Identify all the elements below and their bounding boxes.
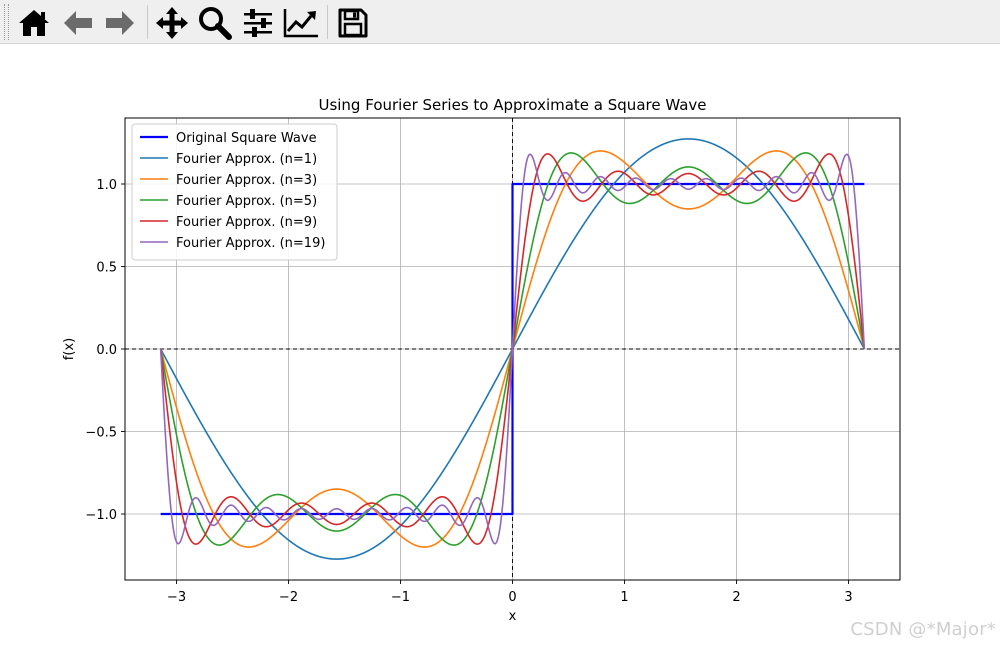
forward-icon [106,11,134,35]
pan-button[interactable] [153,4,191,42]
series-line-5 [159,153,866,545]
save-icon [338,8,368,38]
save-button[interactable] [334,4,372,42]
legend-label-3: Fourier Approx. (n=5) [176,194,317,209]
x-tick-label: −2 [279,590,298,605]
zoom-button[interactable] [196,4,234,42]
x-tick-label: −3 [167,590,186,605]
zoom-icon [199,7,232,40]
toolbar-separator [147,5,148,39]
pan-icon [156,7,188,39]
edit-axis-button[interactable] [282,4,320,42]
home-button[interactable] [15,4,53,42]
y-tick-label: 0.0 [96,343,117,358]
legend-label-0: Original Square Wave [176,131,317,146]
subplots-icon [244,9,272,37]
y-tick-label: 0.5 [96,261,117,276]
forward-button[interactable] [101,4,139,42]
legend-label-1: Fourier Approx. (n=1) [176,152,317,167]
subplots-button[interactable] [239,4,277,42]
x-tick-label: 2 [732,590,740,605]
legend-label-4: Fourier Approx. (n=9) [176,215,317,230]
navigation-toolbar [0,0,1000,44]
back-button[interactable] [59,4,97,42]
x-tick-label: 3 [844,590,852,605]
x-axis-label: x [509,609,517,624]
legend-label-5: Fourier Approx. (n=19) [176,236,325,251]
y-tick-label: −0.5 [85,426,117,441]
home-icon [19,10,49,36]
edit-axis-icon [283,9,318,38]
x-tick-label: 1 [620,590,628,605]
legend-label-2: Fourier Approx. (n=3) [176,173,317,188]
y-axis-label: f(x) [62,338,77,360]
toolbar-grip [4,4,9,40]
chart-title: Using Fourier Series to Approximate a Sq… [318,96,706,114]
back-icon [64,11,92,35]
y-tick-label: 1.0 [96,178,117,193]
watermark: CSDN @*Major* [850,619,996,640]
legend-box [131,123,338,261]
x-tick-label: −1 [391,590,410,605]
y-tick-label: −1.0 [85,508,117,523]
toolbar-separator [327,5,328,39]
x-tick-label: 0 [508,590,516,605]
